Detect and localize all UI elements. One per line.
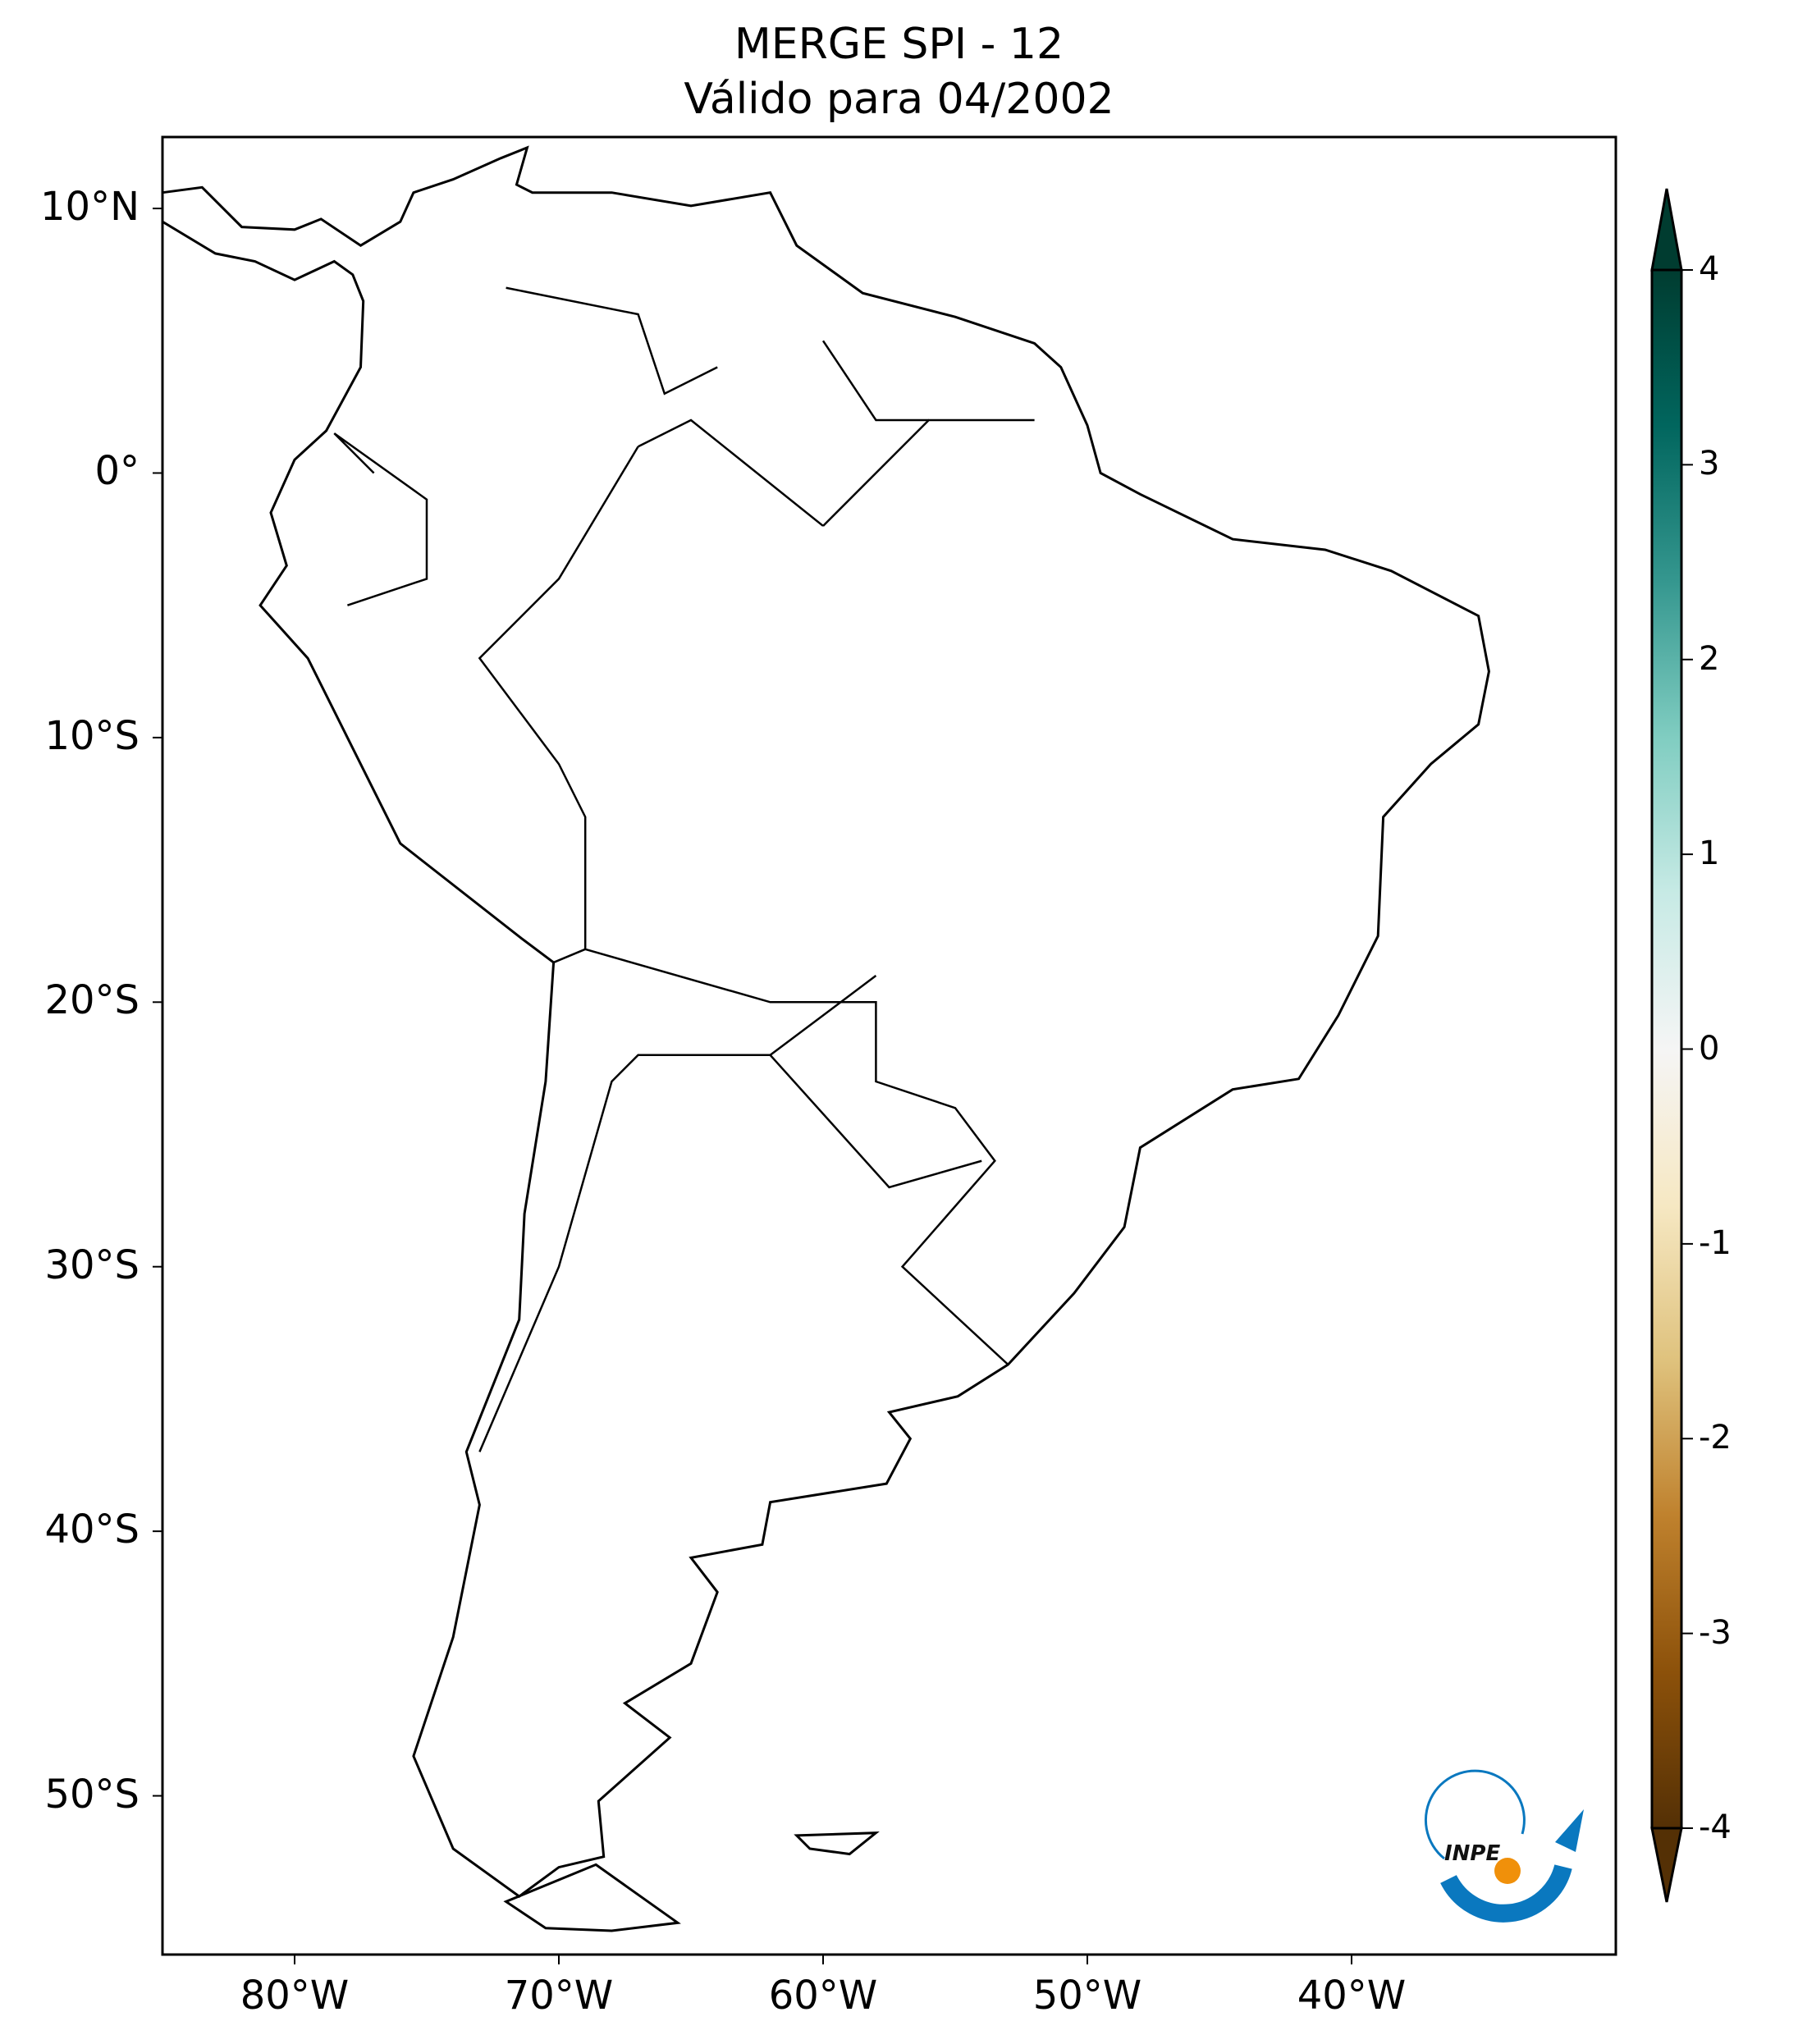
y-tick-label: 30°S xyxy=(44,1241,140,1288)
border-line xyxy=(478,446,1009,1365)
colorbar-extend-max xyxy=(1650,188,1683,272)
y-tick-label: 0° xyxy=(94,448,140,495)
y-tick-label: 20°S xyxy=(44,977,140,1024)
anomaly-patch xyxy=(819,1239,1065,1452)
border-line xyxy=(333,432,428,606)
colorbar-extend-min xyxy=(1650,1827,1683,1903)
x-tick-label: 60°W xyxy=(768,1973,878,2019)
inpe-logo: INPE xyxy=(1425,1769,1584,1923)
anomaly-patch xyxy=(356,181,602,395)
map-frame xyxy=(161,135,1617,1956)
y-tick-label: 10°S xyxy=(44,712,140,759)
x-tick-label: 70°W xyxy=(504,1973,614,2019)
chart-subtitle: Válido para 04/2002 xyxy=(684,75,1114,124)
x-tick-label: 40°W xyxy=(1297,1973,1407,2019)
border-line xyxy=(821,340,929,422)
colorbar-tick-label: 2 xyxy=(1699,639,1720,678)
anomaly-patch xyxy=(1176,565,1422,778)
border-line xyxy=(638,418,824,527)
colorbar-tick-label: 3 xyxy=(1699,445,1720,483)
colorbar-tick-label: -3 xyxy=(1699,1613,1732,1652)
border-line xyxy=(478,975,877,1452)
border-line xyxy=(769,1054,982,1189)
coastline xyxy=(503,1863,681,1932)
border-line xyxy=(506,286,718,396)
x-tick-label: 80°W xyxy=(240,1973,350,2019)
colorbar-scale xyxy=(1652,270,1681,1828)
country-borders xyxy=(161,145,1490,1932)
colorbar-tick-label: -4 xyxy=(1699,1809,1732,1846)
chart-title: MERGE SPI - 12 xyxy=(734,20,1064,69)
y-tick-label: 10°N xyxy=(40,184,140,231)
anomaly-patch xyxy=(568,525,814,738)
anomaly-patch xyxy=(1017,631,1263,844)
colorbar xyxy=(1650,188,1693,1903)
border-line xyxy=(822,418,1035,527)
colorbar-tick-label: 1 xyxy=(1699,835,1720,873)
colorbar-tick-label: -2 xyxy=(1699,1419,1732,1457)
anomaly-patch xyxy=(885,763,1131,976)
colorbar-tick-label: -1 xyxy=(1699,1223,1732,1262)
coastline xyxy=(794,1831,880,1856)
logo-text: INPE xyxy=(1444,1841,1500,1866)
anomaly-patch xyxy=(1176,789,1422,1003)
anomaly-patch xyxy=(885,446,1131,659)
anomaly-patch xyxy=(647,843,894,1056)
colorbar-tick-label: 0 xyxy=(1699,1029,1720,1068)
y-tick-label: 40°S xyxy=(44,1507,140,1553)
anomaly-patch xyxy=(700,1345,946,1558)
colorbar-tick-label: 4 xyxy=(1699,250,1720,288)
x-axis xyxy=(294,1955,1352,1964)
coastline xyxy=(161,145,1490,1898)
border-line xyxy=(553,948,586,964)
anomaly-patch xyxy=(462,1584,708,1797)
x-tick-label: 50°W xyxy=(1032,1973,1142,2019)
spi-field xyxy=(162,137,1616,1955)
anomaly-patch xyxy=(251,419,497,633)
y-axis xyxy=(153,208,162,1797)
anomaly-patch xyxy=(594,1107,840,1320)
y-tick-label: 50°S xyxy=(44,1771,140,1818)
